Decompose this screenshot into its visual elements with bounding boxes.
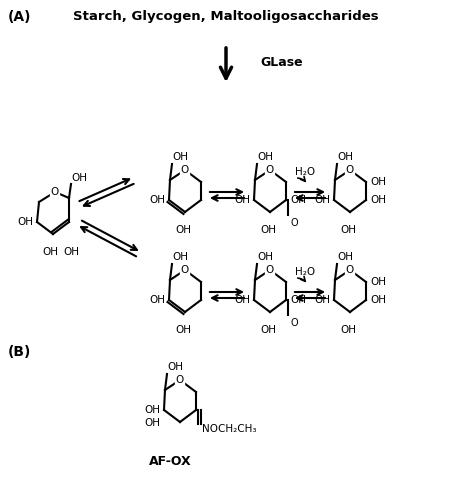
Text: OH: OH [234,295,249,305]
Text: O: O [180,165,189,175]
Text: OH: OH [234,195,249,205]
Text: O: O [265,265,273,275]
Text: OH: OH [42,247,58,257]
Text: OH: OH [369,295,385,305]
Text: AF-OX: AF-OX [148,455,191,468]
Text: OH: OH [369,177,385,187]
Text: OH: OH [259,225,276,235]
Text: OH: OH [257,252,272,262]
Text: OH: OH [175,225,191,235]
Text: OH: OH [144,418,160,428]
Text: OH: OH [369,277,385,287]
Text: OH: OH [166,362,183,372]
Text: OH: OH [290,195,305,205]
Text: Starch, Glycogen, Maltooligosaccharides: Starch, Glycogen, Maltooligosaccharides [73,10,378,23]
Text: OH: OH [149,295,165,305]
Text: OH: OH [336,252,352,262]
Text: OH: OH [175,325,191,335]
Text: OH: OH [313,195,329,205]
Text: OH: OH [149,195,165,205]
Text: O: O [265,165,273,175]
Text: OH: OH [71,173,87,183]
Text: GLase: GLase [259,56,302,68]
Text: OH: OH [339,225,355,235]
Text: OH: OH [172,152,188,162]
Text: OH: OH [257,152,272,162]
Text: O: O [180,265,189,275]
Text: O: O [345,165,353,175]
Text: NOCH₂CH₃: NOCH₂CH₃ [202,424,256,434]
Text: OH: OH [369,195,385,205]
Text: O: O [175,375,184,385]
Text: OH: OH [17,217,33,227]
Text: OH: OH [339,325,355,335]
Text: O: O [51,187,59,197]
Text: OH: OH [144,405,160,415]
Text: OH: OH [313,295,329,305]
Text: (A): (A) [8,10,32,24]
Text: H₂O: H₂O [295,167,314,177]
Text: OH: OH [290,295,305,305]
Text: O: O [345,265,353,275]
Text: H₂O: H₂O [295,267,314,277]
Text: O: O [290,218,298,228]
Text: OH: OH [63,247,79,257]
Text: OH: OH [259,325,276,335]
Text: OH: OH [336,152,352,162]
Text: (B): (B) [8,345,31,359]
Text: O: O [290,318,298,328]
Text: OH: OH [172,252,188,262]
